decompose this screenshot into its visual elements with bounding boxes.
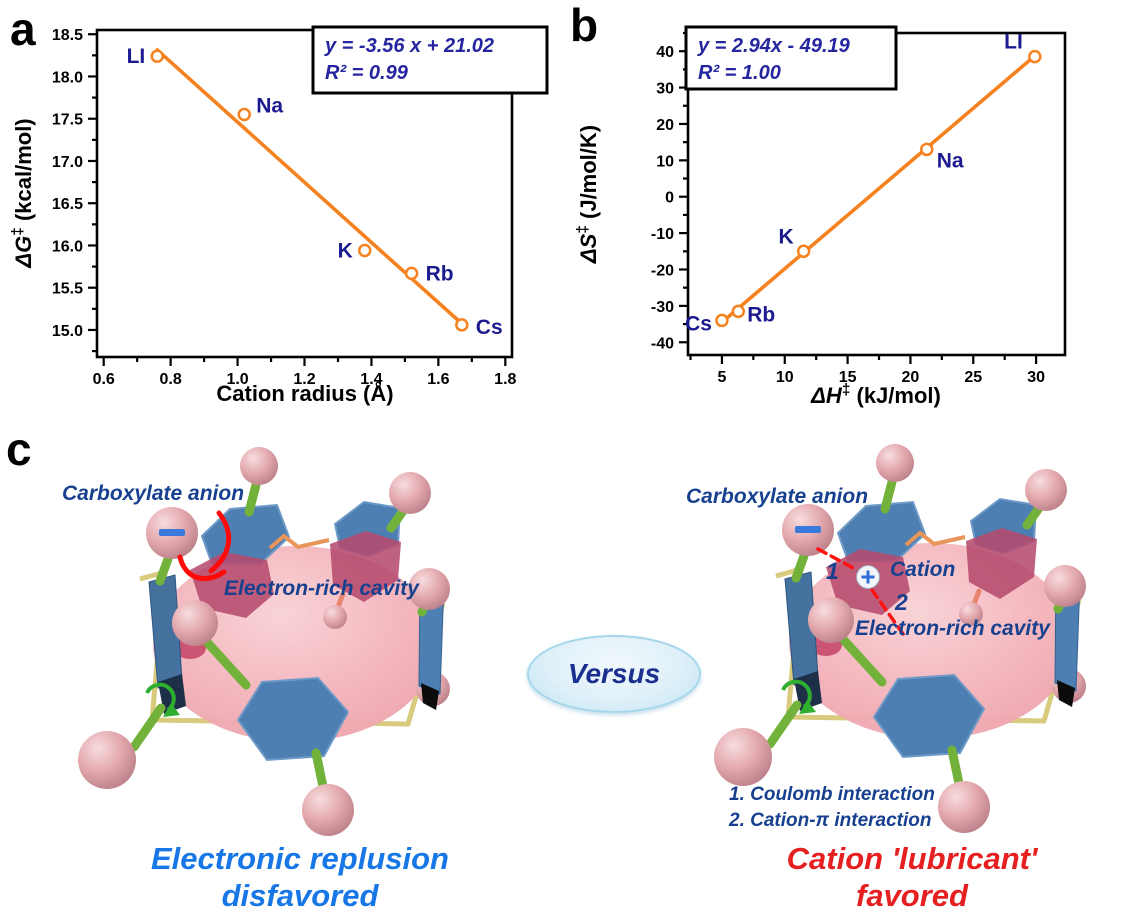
y-tick-label: 10	[656, 153, 674, 170]
x-axis-title: Cation radius (Å)	[216, 380, 393, 406]
panel-letter-b: b	[570, 0, 599, 51]
repulsion-arcs-icon	[177, 510, 232, 582]
point-label-LI: LI	[1004, 31, 1023, 54]
x-tick-label: 0.8	[160, 371, 182, 388]
r-squared-text: R² = 0.99	[325, 62, 409, 84]
caption-disfavored: Electronic replusion disfavored	[110, 840, 490, 914]
panel-letter-c: c	[6, 423, 32, 475]
caption-favored: Cation 'lubricant' favored	[732, 840, 1092, 914]
data-marker-Rb	[404, 266, 419, 281]
x-tick-label: 10	[776, 369, 794, 386]
caption-favored-line2: favored	[856, 878, 968, 913]
caption-disfavored-line2: disfavored	[221, 878, 379, 913]
fit-line	[720, 54, 1037, 325]
x-tick-label: 1.0	[226, 371, 248, 388]
point-label-Cs: Cs	[476, 316, 503, 339]
equation-box	[684, 25, 898, 91]
scatter-chart-a: 0.6 0.8 1.0 1.2 1.4 1.6 1.8 15.0 15.5 16.0 16.5 17.…	[10, 25, 549, 406]
point-label-Rb: Rb	[747, 303, 775, 326]
point-label-Na: Na	[256, 94, 283, 117]
y-tick-label: -40	[651, 335, 674, 352]
panel-letter-a: a	[10, 3, 36, 55]
y-tick-label: 18.5	[52, 27, 83, 44]
y-tick-label: -30	[651, 299, 674, 316]
y-axis-title: ΔG‡​ (kcal/mol)	[10, 118, 36, 268]
caption-disfavored-line1: Electronic replusion	[150, 841, 449, 876]
label-carboxylate-anion-left: Carboxylate anion	[62, 482, 245, 505]
equation-box	[311, 25, 549, 95]
label-interaction-2: 2	[895, 589, 908, 615]
caption-favored-line1: Cation 'lubricant'	[786, 841, 1038, 876]
y-tick-label: 17.0	[52, 154, 83, 171]
x-tick-label: 20	[902, 369, 920, 386]
y-tick-label: 40	[656, 44, 674, 61]
plus-sign-icon	[861, 570, 875, 584]
legend-coulomb-interaction: 1. Coulomb interaction	[729, 784, 935, 805]
x-tick-label: 0.6	[93, 371, 115, 388]
y-tick-label: 30	[656, 81, 674, 98]
data-marker-K	[357, 243, 372, 258]
y-tick-label: 0	[665, 190, 674, 207]
y-tick-label: 15.0	[52, 323, 83, 340]
y-axis-title: ΔS‡​ (J/mol/K)	[575, 125, 601, 264]
x-tick-label: 30	[1027, 369, 1045, 386]
data-marker-Rb	[731, 304, 746, 319]
data-marker-LI	[1028, 49, 1042, 64]
y-tick-label: 20	[656, 117, 674, 134]
x-tick-label: 1.4	[360, 371, 382, 388]
legend-cation-pi-interaction: 2. Cation-π interaction	[729, 810, 932, 831]
point-label-K: K	[778, 225, 793, 248]
label-cation: Cation	[890, 558, 956, 581]
data-marker-Na	[920, 142, 934, 157]
point-label-Na: Na	[937, 149, 964, 172]
y-tick-label: -10	[651, 226, 674, 243]
y-tick-label: 16.0	[52, 238, 83, 255]
label-electron-rich-cavity-right: Electron-rich cavity	[855, 617, 1050, 640]
data-marker-LI	[150, 49, 164, 63]
interaction-dashes	[816, 547, 905, 636]
x-tick-label: 5	[717, 369, 726, 386]
r-squared-text: R² = 1.00	[698, 62, 781, 84]
point-label-LI: LI	[127, 45, 146, 68]
x-tick-label: 25	[964, 369, 982, 386]
data-marker-Cs	[455, 318, 469, 332]
label-electron-rich-cavity-left: Electron-rich cavity	[224, 577, 419, 600]
mechanism-diagram	[0, 430, 1148, 920]
x-axis-title: ΔH‡​ (kJ/mol)	[810, 382, 941, 408]
label-carboxylate-anion-right: Carboxylate anion	[686, 485, 869, 508]
equation-text: y = -3.56 x + 21.02	[324, 35, 494, 57]
data-marker-K	[796, 244, 811, 259]
x-tick-label: 15	[839, 369, 857, 386]
point-label-Cs: Cs	[685, 312, 712, 335]
y-tick-label: 16.5	[52, 196, 83, 213]
y-tick-label: -20	[651, 262, 674, 279]
y-tick-label: 15.5	[52, 281, 83, 298]
equation-text: y = 2.94x - 49.19	[697, 35, 851, 57]
point-label-K: K	[338, 240, 353, 263]
chart-a-root: 0.6 0.8 1.0 1.2 1.4 1.6 1.8 15.0 15.5 16.0 16.5 17.…	[10, 25, 549, 406]
y-tick-label: 17.5	[52, 112, 83, 129]
versus-badge: Versus	[527, 635, 701, 713]
data-marker-Cs	[715, 313, 729, 328]
y-tick-label: 18.0	[52, 69, 83, 86]
x-tick-label: 1.8	[494, 371, 516, 388]
point-label-Rb: Rb	[426, 262, 454, 285]
data-marker-Na	[237, 107, 252, 122]
x-tick-label: 1.6	[427, 371, 449, 388]
x-tick-label: 1.2	[293, 371, 315, 388]
scatter-chart-b: 5 10 15 20 25 30 -40 -30 -20 -10 0 10 20 30 40 ΔH‡​ (kJ…	[575, 25, 1067, 408]
label-interaction-1: 1	[826, 558, 839, 584]
chart-b-root: 5 10 15 20 25 30 -40 -30 -20 -10 0 10 20 30 40 ΔH‡​ (kJ…	[575, 25, 1067, 408]
